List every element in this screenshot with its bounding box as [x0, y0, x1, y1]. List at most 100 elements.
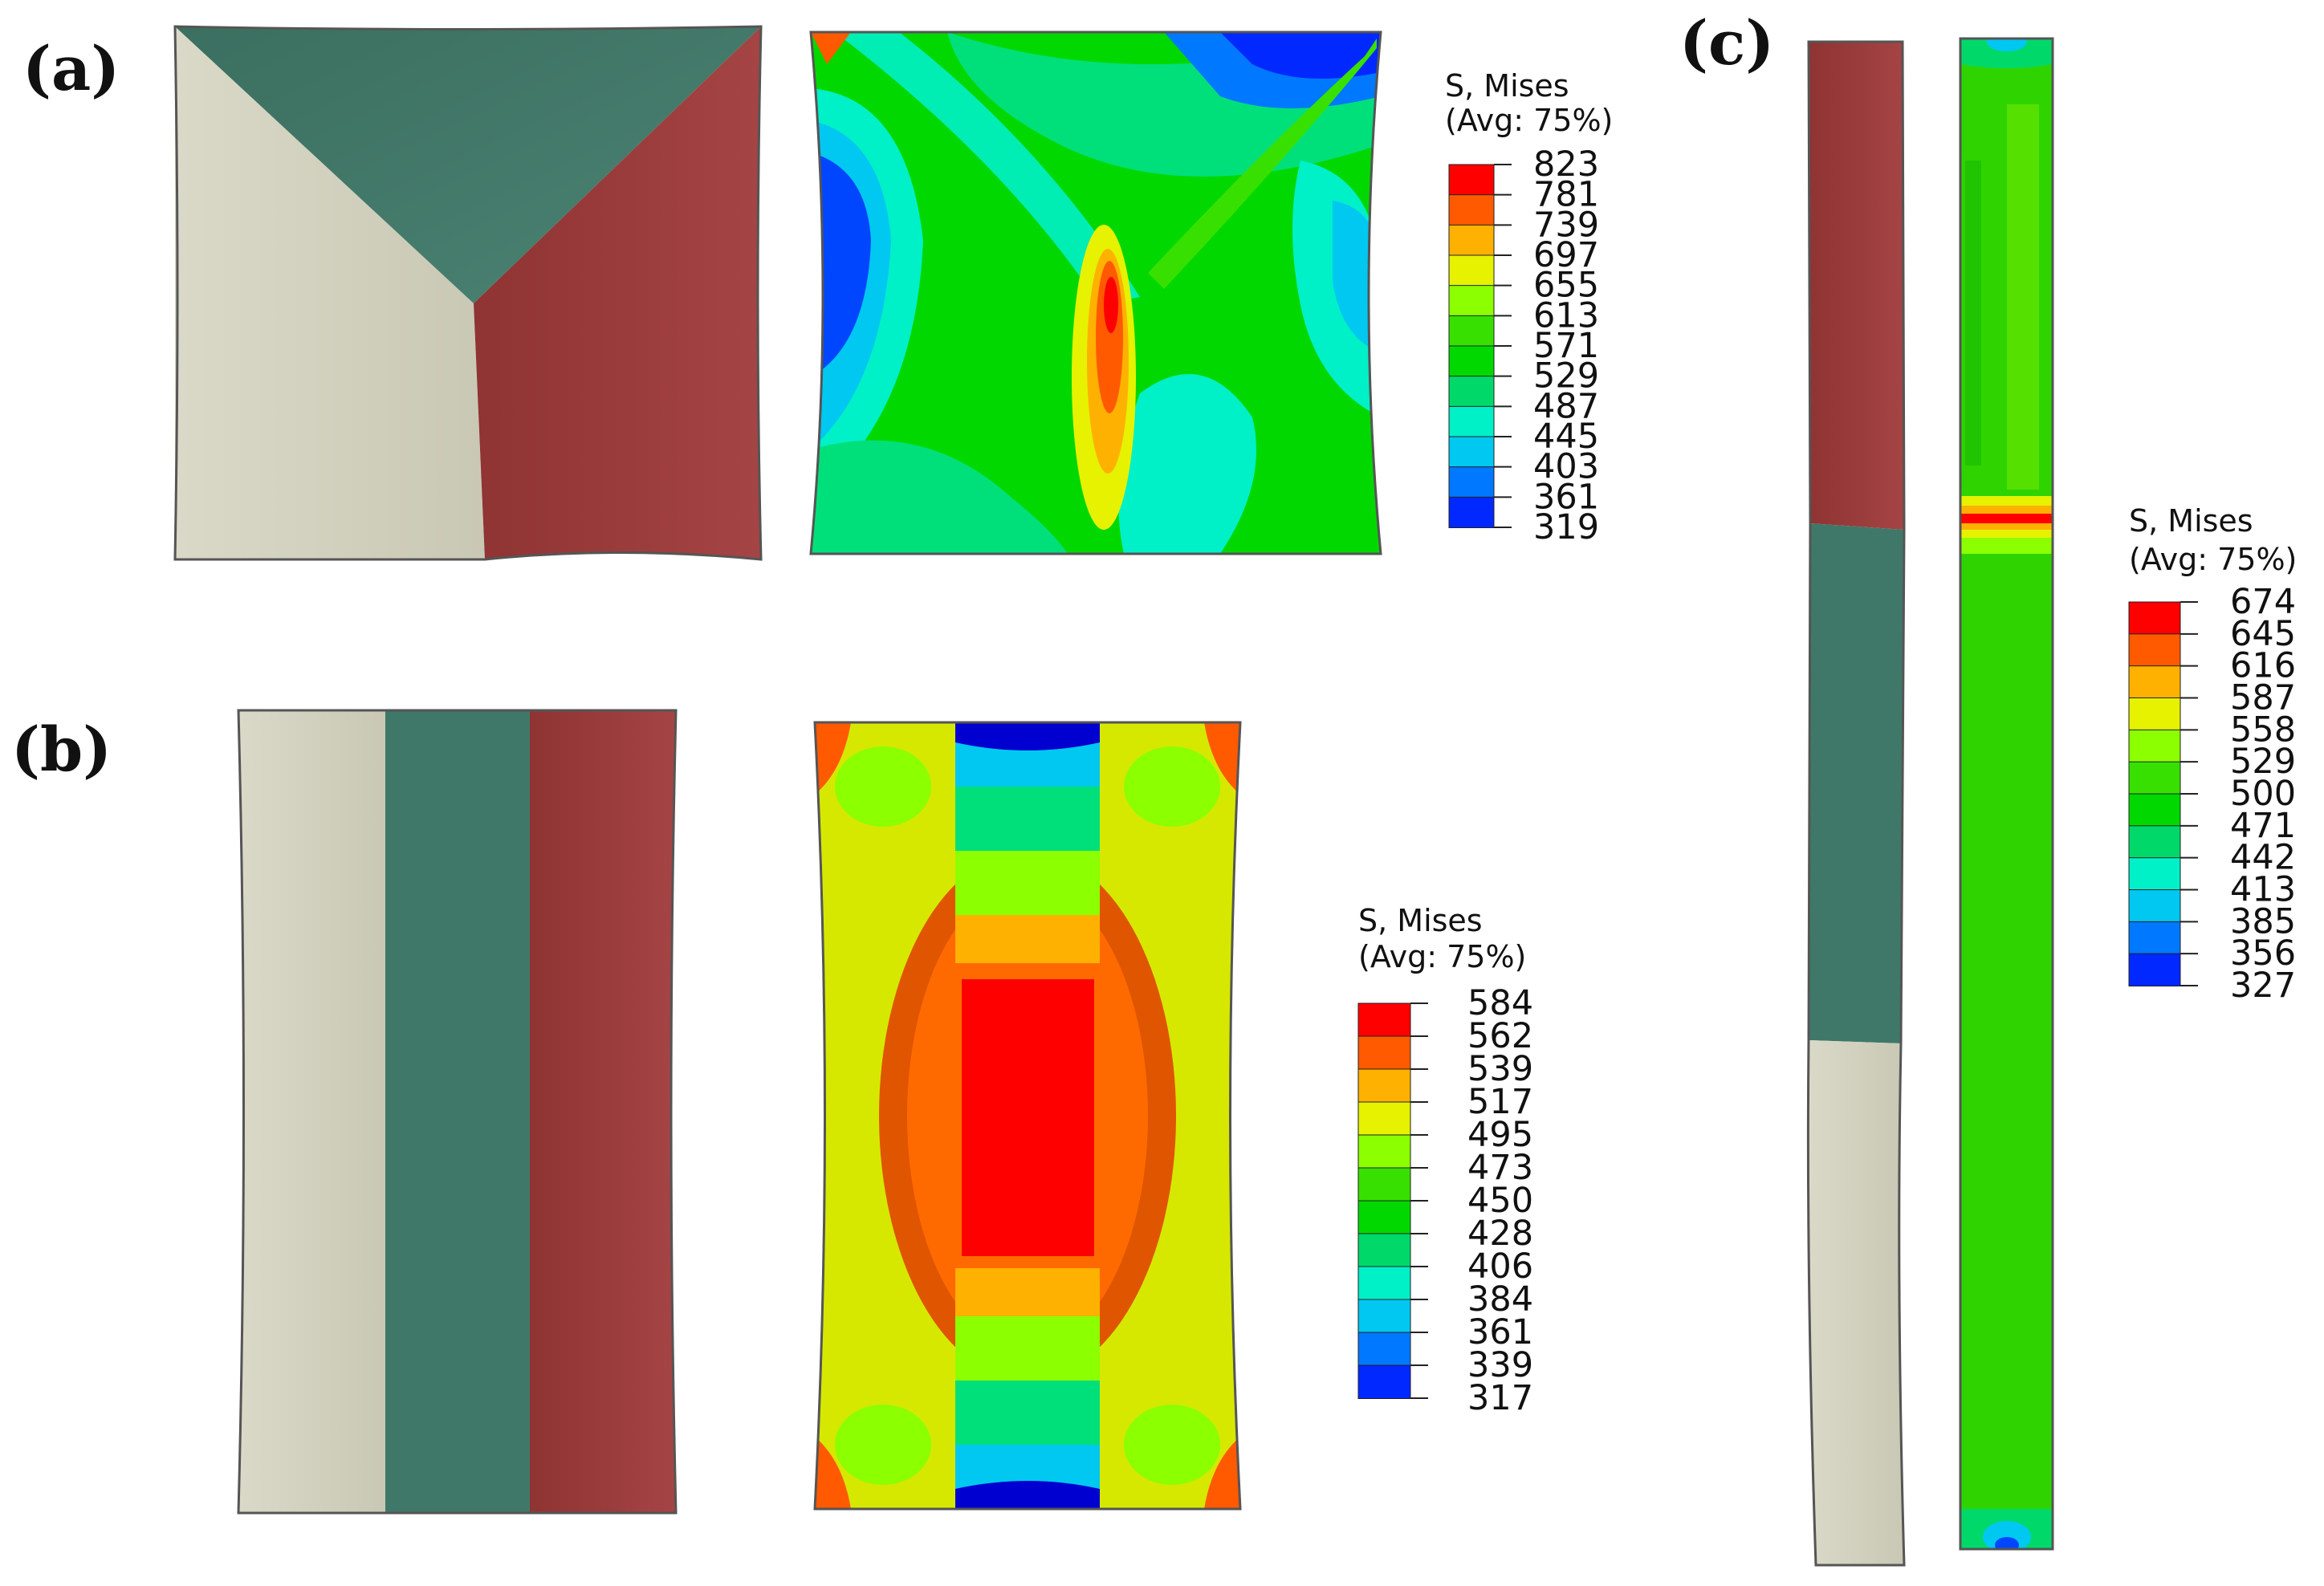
legend-tick-label: 529 [2230, 742, 2296, 782]
legend-band [1357, 1002, 1411, 1037]
legend-tick-label: 529 [1533, 356, 1599, 396]
legend-band [2128, 889, 2181, 923]
legend-band [2128, 633, 2181, 667]
legend-band [1448, 496, 1495, 528]
legend-tick-label: 413 [2230, 870, 2296, 910]
legend-tick-label: 450 [1467, 1181, 1533, 1221]
panel-b: (b) [11, 709, 1533, 1515]
legend-tick-label: 403 [1533, 447, 1599, 487]
legend-subtitle: (Avg: 75%) [1358, 939, 1526, 974]
panel-a-contour-plot [809, 31, 1382, 555]
panel-a-region-model [173, 25, 763, 561]
legend-band [2128, 697, 2181, 731]
region-beige [175, 26, 485, 559]
panel-c: (c) S, Mi [1679, 7, 2297, 1567]
legend-band [1448, 315, 1495, 348]
legend-band [1357, 1101, 1411, 1136]
legend-band [1448, 285, 1495, 317]
legend-band [1448, 405, 1495, 438]
legend-tick-label: 317 [1467, 1378, 1533, 1418]
legend-band [1357, 1299, 1411, 1333]
legend-tick-label: 616 [2230, 646, 2296, 686]
region-red [474, 26, 761, 559]
panel-a: (a) [22, 25, 1613, 561]
legend-tick-label: 384 [1467, 1279, 1533, 1320]
legend-band [1448, 376, 1495, 408]
legend-tick-label: 697 [1533, 235, 1599, 275]
legend-subtitle: (Avg: 75%) [1445, 103, 1613, 138]
legend-color-bar [1448, 164, 1495, 528]
legend-title: S, Mises [1445, 68, 1569, 104]
legend-band [1357, 1167, 1411, 1202]
legend-band [1357, 1233, 1411, 1267]
legend-tick-label: 495 [1467, 1115, 1533, 1155]
legend-band [2128, 825, 2181, 859]
panel-b-contour-plot [813, 721, 1242, 1511]
legend-tick-label: 445 [1533, 417, 1599, 457]
legend-band [1448, 436, 1495, 468]
legend-tick-label: 655 [1533, 266, 1599, 306]
legend-tick-label: 558 [2230, 710, 2296, 750]
panel-c-legend: S, Mises (Avg: 75%) 67464561658755852950… [2128, 503, 2297, 1006]
legend-tick-label: 339 [1467, 1345, 1533, 1385]
legend-band [1448, 466, 1495, 498]
legend-band [1448, 224, 1495, 257]
legend-tick-label: 739 [1533, 205, 1599, 245]
legend-band [1448, 254, 1495, 287]
panel-c-label: (c) [1679, 7, 1774, 79]
legend-tick-label: 584 [1467, 983, 1533, 1023]
legend-color-bar [1357, 1002, 1411, 1399]
legend-tick-label: 823 [1533, 144, 1599, 185]
region-red [1809, 42, 1904, 530]
legend-band [1448, 164, 1495, 196]
legend-band [2128, 793, 2181, 827]
legend-tick-label: 517 [1467, 1082, 1533, 1122]
legend-subtitle: (Avg: 75%) [2129, 542, 2297, 577]
legend-tick-label: 571 [1533, 326, 1599, 366]
panel-b-region-model [237, 709, 678, 1515]
legend-tick-label: 361 [1467, 1312, 1533, 1352]
panel-c-region-model [1806, 40, 1906, 1567]
legend-band [2128, 761, 2181, 795]
legend-band [2128, 729, 2181, 763]
legend-band [1357, 1332, 1411, 1366]
legend-tick-label: 473 [1467, 1148, 1533, 1188]
legend-band [1357, 1266, 1411, 1300]
region-beige [238, 710, 385, 1513]
legend-tick-label: 428 [1467, 1214, 1533, 1254]
legend-title: S, Mises [1358, 903, 1483, 938]
legend-band [1448, 194, 1495, 226]
legend-tick-label: 645 [2230, 614, 2296, 654]
legend-tick-label: 781 [1533, 175, 1599, 215]
legend-band [1357, 1068, 1411, 1103]
region-beige [1808, 1040, 1904, 1565]
region-red [530, 710, 676, 1513]
panel-b-legend: S, Mises (Avg: 75%) 58456253951749547345… [1357, 903, 1533, 1418]
legend-tick-label: 500 [2230, 774, 2296, 814]
legend-band [2128, 665, 2181, 699]
region-green [1809, 523, 1904, 1043]
legend-tick-label: 327 [2230, 966, 2296, 1006]
panel-a-label: (a) [22, 33, 120, 104]
legend-band [2128, 921, 2181, 955]
region-green [385, 710, 530, 1513]
panel-b-label: (b) [11, 714, 112, 785]
legend-tick-label: 406 [1467, 1246, 1533, 1287]
legend-color-bar [2128, 601, 2181, 986]
legend-tick-label: 562 [1467, 1016, 1533, 1056]
legend-band [1357, 1200, 1411, 1234]
legend-band [2128, 857, 2181, 891]
legend-band [1448, 345, 1495, 377]
legend-band [2128, 953, 2181, 986]
legend-tick-label: 319 [1533, 507, 1599, 547]
legend-tick-label: 539 [1467, 1049, 1533, 1089]
legend-band [2128, 601, 2181, 635]
panel-c-contour-plot [1959, 37, 2054, 1551]
legend-title: S, Mises [2129, 503, 2253, 539]
legend-band [1357, 1364, 1411, 1399]
legend-tick-label: 487 [1533, 386, 1599, 426]
legend-tick-label: 442 [2230, 838, 2296, 878]
legend-tick-label: 471 [2230, 806, 2296, 846]
legend-tick-label: 385 [2230, 901, 2296, 941]
